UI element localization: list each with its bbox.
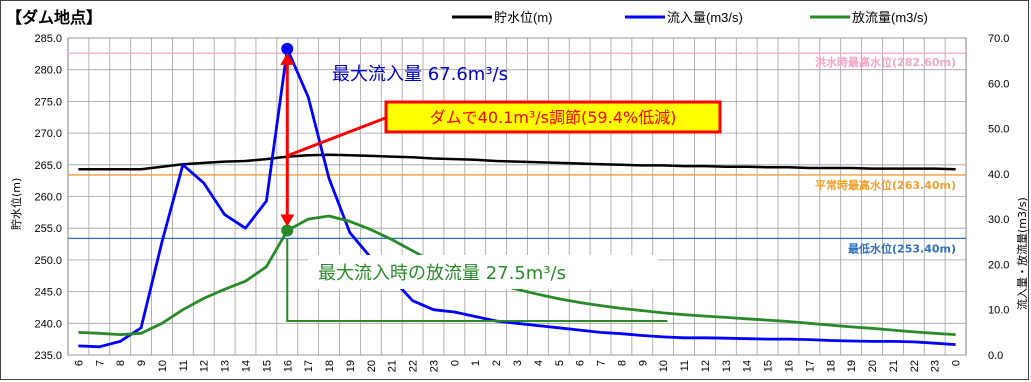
x-tick-label: 16: [282, 360, 294, 372]
x-tick-label: 9: [136, 360, 148, 366]
regulation-pointer-line: [286, 115, 389, 158]
max-inflow-label: 最大流入量 67.6m³/s: [332, 64, 508, 85]
x-tick-label: 23: [930, 360, 942, 372]
y-tick-right: 50.0: [988, 124, 1009, 136]
y-tick-left: 235.0: [34, 350, 62, 362]
y-tick-left: 280.0: [34, 65, 62, 77]
x-tick-label: 11: [679, 360, 691, 371]
x-tick-label: 9: [637, 360, 649, 366]
x-tick-label: 16: [783, 360, 795, 372]
x-tick-label: 6: [575, 360, 587, 366]
y-axis-right-label: 流入量・放流量(m3/s): [1015, 197, 1029, 310]
y-tick-left: 260.0: [34, 192, 62, 204]
series-line: [78, 214, 956, 337]
legend-label-water-level: 貯水位(m): [494, 10, 553, 25]
x-tick-label: 21: [387, 360, 399, 372]
x-tick-label: 15: [763, 360, 775, 372]
legend-label-outflow: 放流量(m3/s): [852, 10, 928, 25]
x-tick-label: 13: [721, 360, 733, 372]
plot-area: 235.0240.0245.0250.0255.0260.0265.0270.0…: [34, 33, 1009, 372]
y-tick-right: 20.0: [988, 259, 1009, 271]
outflow-pointer-line: [286, 238, 668, 323]
regulation-arrow-head-bottom: [280, 214, 295, 227]
reference-line-label: 最低水位(253.40m): [848, 241, 956, 255]
x-tick-label: 12: [700, 360, 712, 372]
y-tick-left: 275.0: [34, 96, 62, 108]
y-tick-left: 250.0: [34, 255, 62, 267]
x-tick-label: 17: [804, 360, 816, 372]
series-line: [78, 47, 956, 349]
x-tick-label: 17: [303, 360, 315, 372]
x-tick-label: 0: [951, 360, 963, 366]
x-tick-label: 10: [658, 360, 670, 372]
regulation-callout-text: ダムで40.1m³/s調節(59.4%低減): [430, 108, 677, 127]
y-tick-right: 0.0: [988, 350, 1003, 362]
x-tick-label: 7: [596, 360, 608, 366]
outflow-at-max-marker: [281, 224, 294, 237]
regulation-arrow-head-top: [280, 52, 295, 65]
y-tick-left: 255.0: [34, 223, 62, 235]
x-tick-label: 18: [825, 360, 837, 372]
x-tick-label: 7: [94, 360, 106, 366]
legend-label-inflow: 流入量(m3/s): [667, 10, 743, 25]
x-tick-label: 4: [533, 360, 545, 366]
x-tick-label: 22: [909, 360, 921, 372]
x-tick-label: 13: [220, 360, 232, 372]
x-tick-label: 11: [178, 360, 190, 371]
x-tick-label: 19: [846, 360, 858, 372]
x-tick-label: 15: [261, 360, 273, 372]
x-tick-label: 8: [616, 360, 628, 366]
max-inflow-marker: [281, 42, 294, 55]
x-tick-label: 20: [867, 360, 879, 372]
y-tick-right: 70.0: [988, 33, 1009, 45]
series-line: [78, 153, 956, 171]
regulation-callout-box: [384, 100, 722, 134]
y-tick-left: 265.0: [34, 160, 62, 172]
chart-title: 【ダム地点】: [6, 8, 102, 27]
y-tick-left: 285.0: [34, 33, 62, 45]
y-tick-right: 40.0: [988, 169, 1009, 181]
x-tick-label: 14: [241, 360, 253, 372]
x-tick-label: 5: [554, 360, 566, 366]
x-tick-label: 23: [428, 360, 440, 372]
reference-line-label: 洪水時最高水位(282.60m): [815, 55, 956, 69]
y-tick-right: 60.0: [988, 78, 1009, 90]
x-tick-label: 3: [512, 360, 524, 366]
x-tick-label: 22: [408, 360, 420, 372]
y-tick-left: 240.0: [34, 318, 62, 330]
x-tick-label: 18: [324, 360, 336, 372]
x-tick-label: 21: [888, 360, 900, 372]
y-tick-left: 245.0: [34, 287, 62, 299]
y-tick-right: 30.0: [988, 214, 1009, 226]
outflow-label-background: [308, 255, 658, 289]
x-tick-label: 1: [470, 360, 482, 366]
x-tick-label: 14: [742, 360, 754, 372]
x-tick-label: 6: [73, 360, 85, 366]
x-tick-label: 19: [345, 360, 357, 372]
x-tick-label: 12: [199, 360, 211, 372]
x-tick-label: 2: [491, 360, 503, 366]
outflow-at-max-label: 最大流入時の放流量 27.5m³/s: [318, 263, 566, 284]
x-tick-label: 10: [157, 360, 169, 372]
legend: 貯水位(m) 流入量(m3/s) 放流量(m3/s): [452, 10, 928, 25]
x-tick-label: 8: [115, 360, 127, 366]
reference-line-label: 平常時最高水位(263.40m): [815, 178, 956, 192]
x-tick-label: 20: [366, 360, 378, 372]
x-tick-label: 0: [449, 360, 461, 366]
y-tick-left: 270.0: [34, 128, 62, 140]
y-axis-left-label: 貯水位(m): [9, 178, 23, 230]
y-tick-right: 10.0: [988, 305, 1009, 317]
